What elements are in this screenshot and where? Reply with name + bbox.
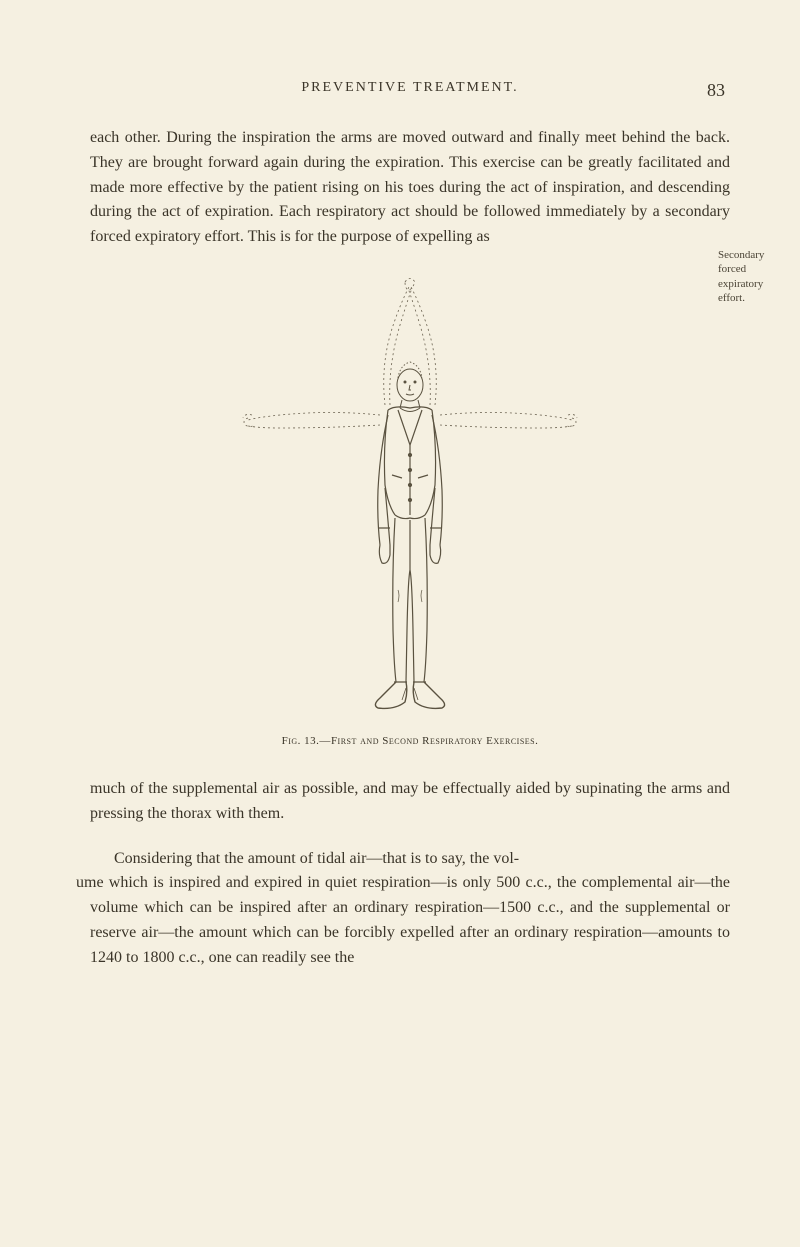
para3-line1: Considering that the amount of tidal air… bbox=[114, 850, 519, 867]
paragraph-3b: ume which is inspired and expired in qui… bbox=[90, 871, 730, 970]
figure-caption: Fig. 13.—First and Second Respiratory Ex… bbox=[282, 735, 539, 747]
figure-illustration bbox=[240, 270, 580, 720]
paragraph-3: Considering that the amount of tidal air… bbox=[90, 847, 730, 872]
paragraph-2: much of the supplemental air as possible… bbox=[90, 777, 730, 827]
margin-note: Secondary forced expiratory effort. bbox=[718, 248, 778, 305]
figure-container: Fig. 13.—First and Second Respiratory Ex… bbox=[90, 270, 730, 747]
paragraph-1: each other. During the inspiration the a… bbox=[90, 126, 730, 250]
page-number: 83 bbox=[707, 80, 725, 101]
figure-caption-text: First and Second Respiratory Exercises. bbox=[331, 735, 538, 747]
header-title: PREVENTIVE TREATMENT. bbox=[90, 80, 730, 96]
figure-caption-prefix: Fig. 13.— bbox=[282, 735, 331, 747]
page-header: PREVENTIVE TREATMENT. 83 bbox=[90, 80, 730, 96]
